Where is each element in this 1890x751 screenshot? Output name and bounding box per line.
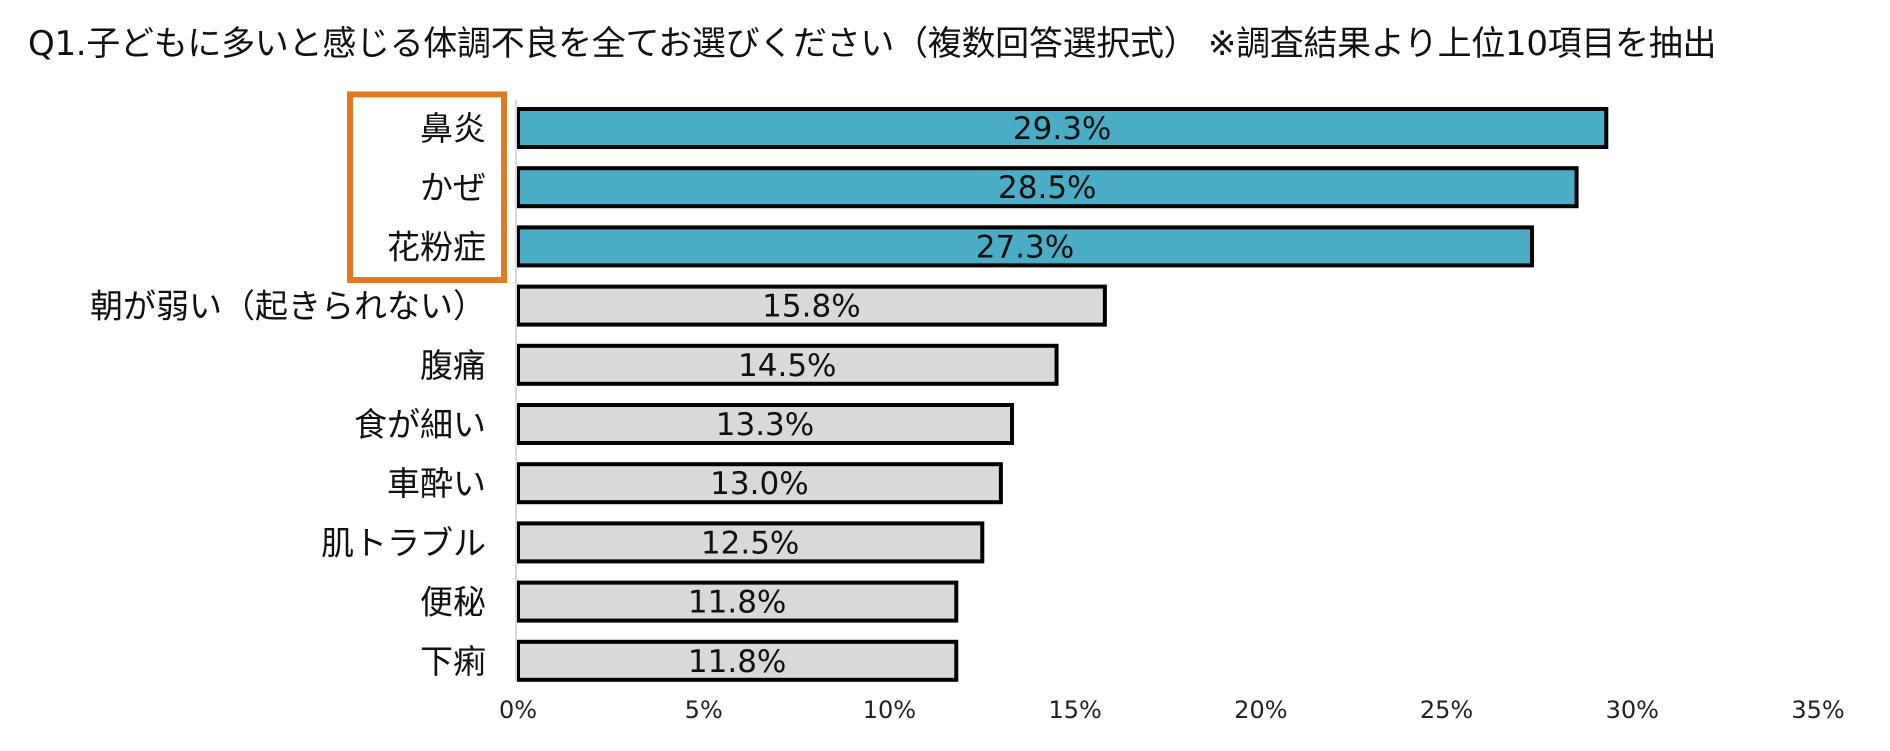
category-label: 花粉症 <box>387 227 486 266</box>
data-label: 13.0% <box>710 466 808 502</box>
bar <box>516 166 1579 209</box>
x-tick-label: 20% <box>1234 696 1287 724</box>
bar <box>516 403 1014 445</box>
chart-title: Q1.子どもに多いと感じる体調不良を全てお選びください（複数回答選択式） ※調査… <box>28 24 1717 64</box>
bar <box>516 639 959 682</box>
bar <box>516 284 1107 327</box>
x-tick-label: 25% <box>1420 696 1473 724</box>
data-label: 11.8% <box>688 644 786 680</box>
category-label: 便秘 <box>420 583 486 622</box>
category-label: 鼻炎 <box>420 109 486 148</box>
data-label: 14.5% <box>738 348 836 384</box>
bar <box>516 343 1059 386</box>
category-label: かぜ <box>420 168 486 207</box>
bar <box>516 107 1609 149</box>
data-label: 27.3% <box>976 229 1074 265</box>
category-label: 下痢 <box>420 642 486 681</box>
x-tick-label: 30% <box>1606 696 1659 724</box>
data-label: 29.3% <box>1013 111 1111 147</box>
plot-area: 29.3% 鼻炎 28.5% かぜ 27.3% 花粉症 15.8% 朝が弱い（起きられない） 1… <box>90 91 1845 724</box>
bar <box>516 462 1003 505</box>
highlight-box <box>347 91 507 284</box>
x-tick-label: 35% <box>1791 696 1844 724</box>
category-label: 腹痛 <box>420 346 486 385</box>
bar <box>516 225 1534 268</box>
data-label: 28.5% <box>998 170 1096 206</box>
data-label: 15.8% <box>762 289 860 325</box>
x-tick-label: 10% <box>863 696 916 724</box>
category-label: 朝が弱い（起きられない） <box>90 287 486 326</box>
bar <box>516 521 985 564</box>
data-label: 12.5% <box>701 525 799 561</box>
x-tick-label: 15% <box>1048 696 1101 724</box>
category-label: 車酔い <box>387 464 486 503</box>
x-tick-label: 0% <box>499 696 537 724</box>
bar <box>516 580 959 623</box>
data-label: 11.8% <box>688 585 786 621</box>
data-label: 13.3% <box>716 407 814 443</box>
category-label: 肌トラブル <box>321 523 486 562</box>
x-tick-label: 5% <box>685 696 723 724</box>
category-label: 食が細い <box>354 405 486 444</box>
